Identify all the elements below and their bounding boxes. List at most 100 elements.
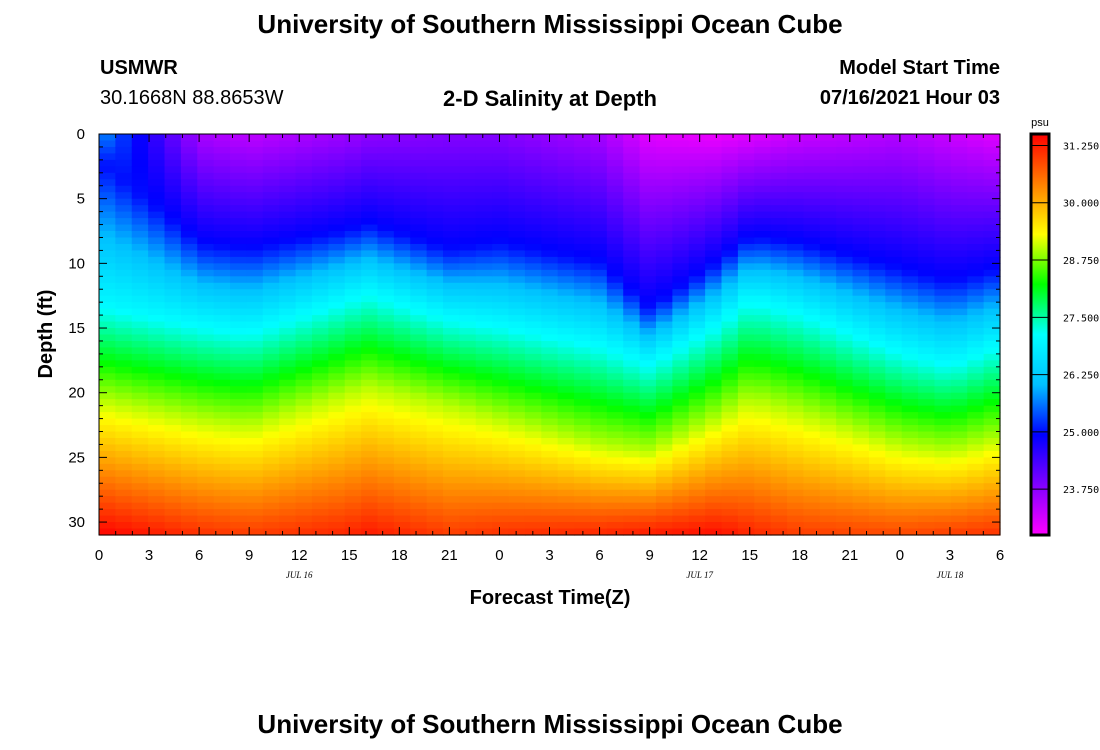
- heatmap-cell: [574, 496, 592, 504]
- heatmap-cell: [361, 146, 379, 155]
- heatmap-cell: [901, 198, 919, 206]
- heatmap-cell: [426, 179, 444, 187]
- heatmap-cell: [148, 496, 166, 504]
- heatmap-cell: [426, 166, 444, 174]
- heatmap-cell: [803, 360, 821, 368]
- heatmap-cell: [393, 328, 411, 336]
- heatmap-cell: [524, 425, 542, 433]
- heatmap-cell: [148, 386, 166, 394]
- heatmap-cell: [492, 159, 510, 167]
- heatmap-cell: [197, 153, 215, 161]
- heatmap-cell: [885, 450, 903, 458]
- heatmap-cell: [115, 146, 133, 155]
- heatmap-cell: [557, 289, 575, 297]
- heatmap-cell: [737, 153, 755, 161]
- heatmap-cell: [639, 153, 657, 161]
- heatmap-cell: [410, 489, 428, 497]
- heatmap-cell: [606, 302, 624, 310]
- heatmap-cell: [361, 282, 379, 290]
- heatmap-cell: [983, 522, 1001, 530]
- heatmap-cell: [885, 431, 903, 439]
- heatmap-cell: [99, 308, 116, 316]
- heatmap-cell: [852, 379, 870, 387]
- heatmap-cell: [950, 509, 968, 517]
- heatmap-cell: [574, 146, 592, 155]
- heatmap-cell: [672, 218, 690, 226]
- heatmap-cell: [868, 496, 886, 504]
- heatmap-cell: [934, 269, 952, 277]
- heatmap-cell: [393, 302, 411, 310]
- heatmap-cell: [557, 295, 575, 303]
- heatmap-cell: [180, 321, 198, 329]
- heatmap-cell: [475, 496, 493, 504]
- heatmap-cell: [541, 431, 559, 439]
- heatmap-cell: [967, 509, 985, 517]
- heatmap-cell: [246, 185, 264, 193]
- heatmap-cell: [246, 476, 264, 484]
- heatmap-cell: [295, 347, 313, 355]
- heatmap-cell: [950, 153, 968, 161]
- heatmap-cell: [737, 509, 755, 517]
- heatmap-cell: [311, 399, 329, 407]
- heatmap-cell: [377, 450, 395, 458]
- heatmap-cell: [443, 302, 460, 310]
- heatmap-cell: [164, 192, 182, 200]
- heatmap-cell: [688, 218, 706, 226]
- heatmap-cell: [983, 340, 1001, 349]
- heatmap-cell: [606, 425, 624, 433]
- heatmap-cell: [393, 373, 411, 381]
- heatmap-cell: [754, 237, 772, 245]
- heatmap-cell: [557, 263, 575, 271]
- heatmap-cell: [426, 192, 444, 200]
- heatmap-cell: [541, 463, 559, 471]
- heatmap-cell: [721, 489, 739, 497]
- heatmap-cell: [344, 185, 362, 193]
- heatmap-cell: [443, 470, 460, 478]
- heatmap-cell: [344, 347, 362, 355]
- heatmap-cell: [983, 412, 1001, 420]
- heatmap-cell: [115, 302, 133, 310]
- heatmap-cell: [213, 295, 231, 303]
- heatmap-cell: [983, 418, 1001, 426]
- heatmap-cell: [459, 250, 477, 258]
- heatmap-cell: [246, 386, 264, 394]
- heatmap-cell: [426, 237, 444, 245]
- heatmap-cell: [459, 140, 477, 148]
- heatmap-cell: [311, 418, 329, 426]
- heatmap-cell: [475, 412, 493, 420]
- heatmap-cell: [623, 483, 641, 491]
- heatmap-cell: [836, 185, 854, 193]
- heatmap-cell: [754, 476, 772, 484]
- heatmap-cell: [475, 263, 493, 271]
- heatmap-cell: [426, 509, 444, 517]
- heatmap-cell: [443, 263, 460, 271]
- heatmap-cell: [868, 218, 886, 226]
- heatmap-cell: [279, 379, 297, 387]
- heatmap-cell: [918, 405, 936, 413]
- heatmap-cell: [852, 172, 870, 180]
- heatmap-cell: [803, 444, 821, 452]
- heatmap-cell: [655, 386, 673, 394]
- heatmap-cell: [344, 256, 362, 264]
- heatmap-cell: [475, 166, 493, 174]
- heatmap-cell: [508, 263, 526, 271]
- heatmap-cell: [803, 153, 821, 161]
- heatmap-cell: [770, 528, 788, 536]
- heatmap-cell: [590, 412, 608, 420]
- heatmap-cell: [606, 282, 624, 290]
- heatmap-cell: [672, 328, 690, 336]
- heatmap-cell: [115, 185, 133, 193]
- heatmap-cell: [410, 211, 428, 219]
- heatmap-cell: [770, 321, 788, 329]
- heatmap-cell: [557, 250, 575, 258]
- heatmap-cell: [688, 134, 706, 142]
- heatmap-cell: [508, 321, 526, 329]
- heatmap-cell: [508, 425, 526, 433]
- heatmap-cell: [475, 379, 493, 387]
- heatmap-cell: [655, 243, 673, 252]
- heatmap-cell: [541, 353, 559, 361]
- heatmap-cell: [115, 457, 133, 465]
- heatmap-cell: [311, 328, 329, 336]
- heatmap-cell: [934, 295, 952, 303]
- heatmap-cell: [836, 412, 854, 420]
